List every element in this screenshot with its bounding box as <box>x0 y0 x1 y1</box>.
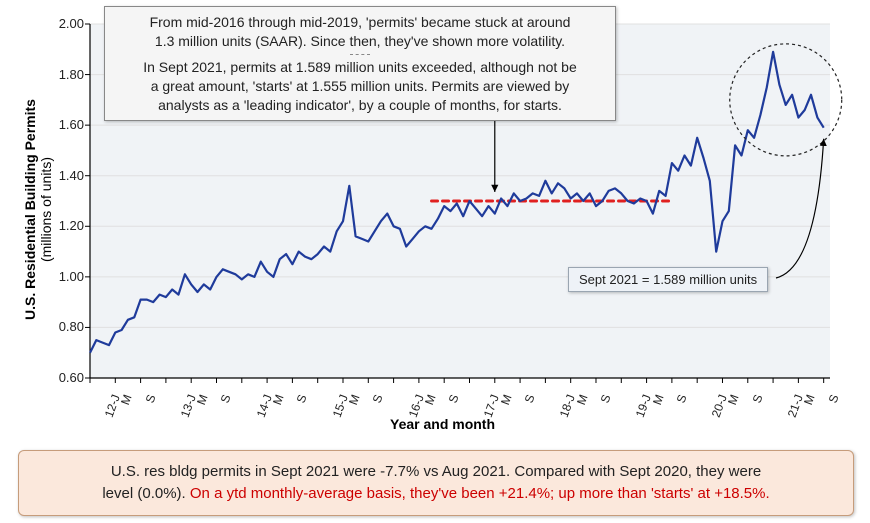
y-tick-label: 1.80 <box>44 67 84 82</box>
x-axis-title: Year and month <box>390 416 495 432</box>
annotation-line: 1.3 million units (SAAR). Since then, th… <box>115 32 605 51</box>
y-tick-label: 0.80 <box>44 319 84 334</box>
bottom-note-line1: U.S. res bldg permits in Sept 2021 were … <box>111 463 761 480</box>
y-tick-label: 1.20 <box>44 218 84 233</box>
y-tick-label: 0.60 <box>44 370 84 385</box>
y-axis-title-line1: U.S. Residential Building Permits <box>22 99 38 320</box>
annotation-box: From mid-2016 through mid-2019, 'permits… <box>104 6 616 121</box>
callout-box: Sept 2021 = 1.589 million units <box>568 267 768 292</box>
annotation-line: a great amount, 'starts' at 1.555 millio… <box>115 77 605 96</box>
y-axis-title: U.S. Residential Building Permits (milli… <box>22 99 54 320</box>
y-tick-label: 1.60 <box>44 117 84 132</box>
y-tick-label: 1.40 <box>44 168 84 183</box>
annotation-line: In Sept 2021, permits at 1.589 million u… <box>115 58 605 77</box>
annotation-line: analysts as a 'leading indicator', by a … <box>115 96 605 115</box>
annotation-line: From mid-2016 through mid-2019, 'permits… <box>115 13 605 32</box>
y-tick-label: 1.00 <box>44 269 84 284</box>
bottom-note-box: U.S. res bldg permits in Sept 2021 were … <box>18 450 854 516</box>
y-tick-label: 2.00 <box>44 16 84 31</box>
callout-text: Sept 2021 = 1.589 million units <box>579 272 757 287</box>
bottom-note-line2a: level (0.0%). <box>102 485 190 502</box>
bottom-note-line2b: On a ytd monthly-average basis, they've … <box>190 485 770 502</box>
